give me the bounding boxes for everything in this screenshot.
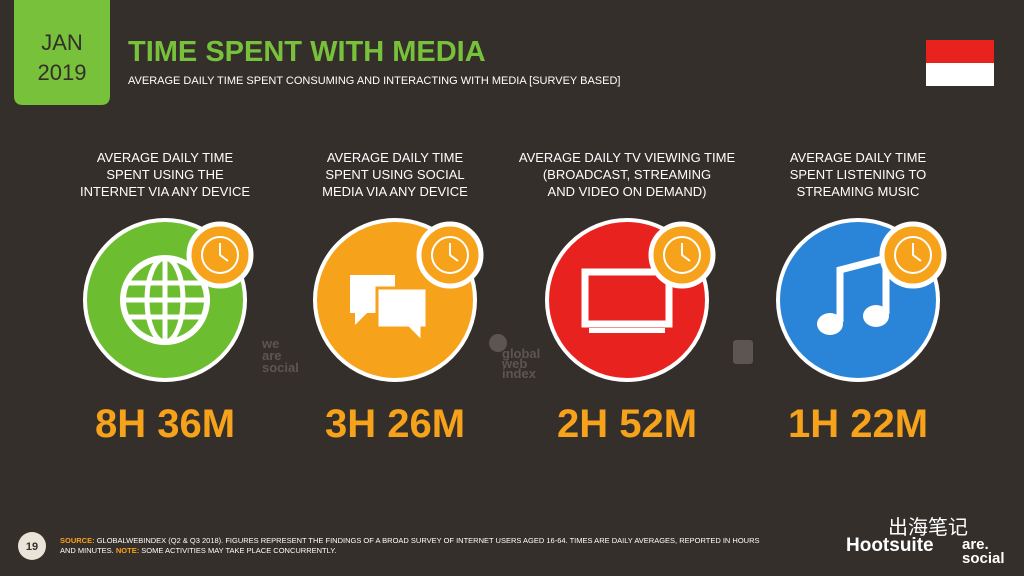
wechat-watermark: 出海笔记 bbox=[888, 516, 968, 539]
card-label: SPENT LISTENING TO bbox=[790, 167, 927, 182]
watermark-text: web bbox=[501, 356, 527, 371]
watermark-we-are-social: we are social bbox=[261, 336, 299, 375]
watermark-text: index bbox=[502, 366, 537, 381]
chat-bubble bbox=[375, 286, 429, 346]
note-head bbox=[817, 313, 843, 335]
card-value: 3H 26M bbox=[325, 402, 465, 446]
card: AVERAGE DAILY TIME SPENT USING THE INTERNE… bbox=[80, 150, 254, 446]
brand-was: are. bbox=[962, 536, 989, 553]
brand-hootsuite: Hootsuite bbox=[846, 535, 934, 556]
card-value: 1H 22M bbox=[788, 402, 928, 446]
watermark-text: we bbox=[261, 336, 279, 351]
note-head bbox=[863, 305, 889, 327]
card-label: (BROADCAST, STREAMING bbox=[543, 167, 711, 182]
card-label: SPENT USING SOCIAL bbox=[325, 167, 464, 182]
clock-hands bbox=[912, 243, 922, 262]
badge-month: JAN bbox=[41, 30, 83, 55]
date-badge bbox=[14, 0, 110, 105]
clock-face bbox=[431, 236, 469, 274]
clock-face bbox=[201, 236, 239, 274]
source-text: GLOBALWEBINDEX (Q2 & Q3 2018). FIGURES R… bbox=[97, 536, 760, 545]
watermark-text: global bbox=[502, 346, 540, 361]
flag-white bbox=[926, 63, 994, 86]
card: AVERAGE DAILY TIME SPENT USING SOCIAL MEDI… bbox=[313, 150, 484, 446]
clock-face bbox=[894, 236, 932, 274]
gwi-icon bbox=[489, 334, 507, 352]
card-label: AVERAGE DAILY TIME bbox=[97, 150, 234, 165]
note-text: SOME ACTIVITIES MAY TAKE PLACE CONCURREN… bbox=[141, 546, 336, 555]
flag bbox=[926, 40, 994, 86]
hootsuite-watermark bbox=[733, 340, 753, 364]
page-number-badge bbox=[18, 532, 46, 560]
source: SOURCE: GLOBALWEBINDEX (Q2 & Q3 2018). F… bbox=[60, 536, 760, 545]
subtitle: AVERAGE DAILY TIME SPENT CONSUMING AND I… bbox=[128, 75, 620, 87]
tv-screen bbox=[581, 268, 673, 328]
source-label: SOURCE: bbox=[60, 536, 95, 545]
card: AVERAGE DAILY TV VIEWING TIME (BROADCAST,… bbox=[519, 150, 736, 446]
card-label: AVERAGE DAILY TIME bbox=[327, 150, 464, 165]
flag-red bbox=[926, 40, 994, 63]
clock-hands bbox=[681, 243, 691, 262]
clock-hands bbox=[219, 243, 229, 262]
tv-stand bbox=[589, 328, 665, 333]
card-label: AND VIDEO ON DEMAND) bbox=[548, 184, 707, 199]
source-text-2: AND MINUTES. bbox=[60, 546, 114, 555]
cards: AVERAGE DAILY TIME SPENT USING THE INTERNE… bbox=[80, 150, 947, 446]
note: AND MINUTES. NOTE: SOME ACTIVITIES MAY T… bbox=[60, 546, 336, 555]
watermark-gwi: global web index bbox=[489, 334, 540, 381]
music-note bbox=[836, 253, 890, 322]
card-label: INTERNET VIA ANY DEVICE bbox=[80, 184, 250, 199]
card-label: AVERAGE DAILY TV VIEWING TIME bbox=[519, 150, 736, 165]
brand-was: social bbox=[962, 550, 1005, 567]
clock-hands bbox=[449, 243, 459, 262]
watermark-text: are bbox=[262, 348, 282, 363]
card-label: AVERAGE DAILY TIME bbox=[790, 150, 927, 165]
title: TIME SPENT WITH MEDIA bbox=[128, 36, 486, 68]
page-number: 19 bbox=[26, 541, 38, 553]
clock-face bbox=[663, 236, 701, 274]
card-value: 2H 52M bbox=[557, 402, 697, 446]
card-label: MEDIA VIA ANY DEVICE bbox=[322, 184, 468, 199]
card-value: 8H 36M bbox=[95, 402, 235, 446]
card: AVERAGE DAILY TIME SPENT LISTENING TO STRE… bbox=[776, 150, 947, 446]
card-label: SPENT USING THE bbox=[106, 167, 224, 182]
badge-year: 2019 bbox=[38, 60, 87, 85]
card-label: STREAMING MUSIC bbox=[797, 184, 920, 199]
note-label: NOTE: bbox=[116, 546, 139, 555]
watermark-text: social bbox=[262, 360, 299, 375]
